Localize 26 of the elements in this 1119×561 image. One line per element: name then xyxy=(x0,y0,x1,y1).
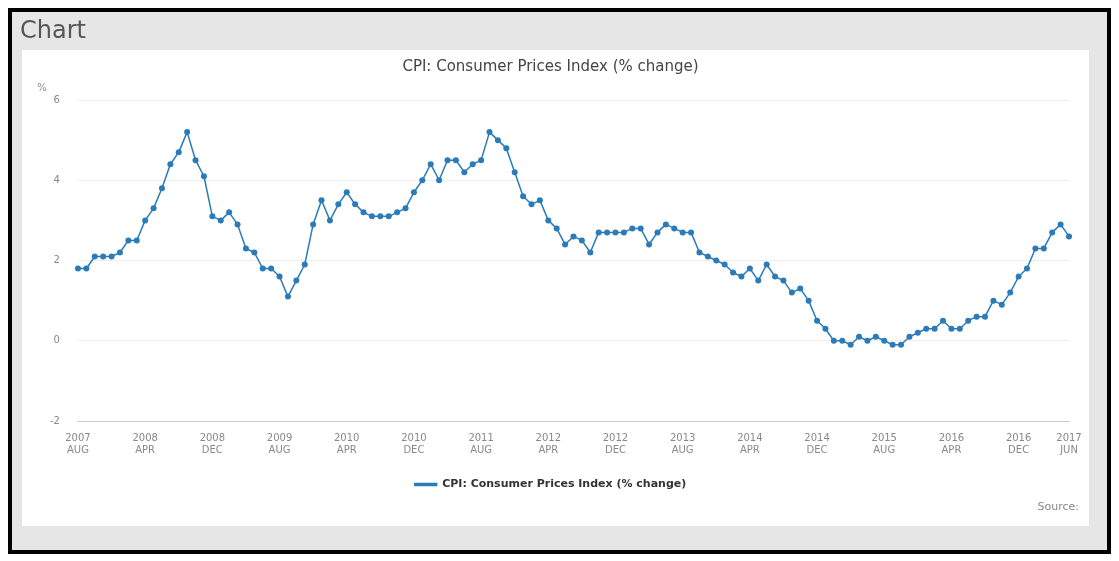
x-tick-label: 2014 APR xyxy=(737,431,763,455)
x-tick-label: 2008 APR xyxy=(132,431,158,455)
y-tick-label: 6 xyxy=(53,93,60,105)
y-tick-label: -2 xyxy=(49,414,60,426)
x-tick-label: 2010 DEC xyxy=(401,431,427,455)
x-tick-label: 2012 DEC xyxy=(602,431,629,455)
text: Chart xyxy=(19,15,87,46)
source-note: Source: xyxy=(1036,500,1080,513)
chart-title: CPI: Consumer Prices Index (% change) xyxy=(402,56,699,75)
x-tick-label: 2008 DEC xyxy=(199,431,226,455)
x-tick-label: 2011 AUG xyxy=(468,431,494,455)
x-tick-label: 2009 AUG xyxy=(266,431,293,455)
y-axis-title: % xyxy=(37,81,47,93)
x-tick-label: 2007 AUG xyxy=(65,431,91,455)
y-tick-label: 0 xyxy=(53,334,60,346)
x-tick-label: 2017 JUN xyxy=(1056,431,1082,455)
y-tick-label: 4 xyxy=(53,173,60,185)
x-tick-label: 2010 APR xyxy=(334,431,360,455)
x-tick-label: 2013 AUG xyxy=(669,431,696,455)
x-tick-label: 2012 APR xyxy=(535,431,562,455)
x-tick-label: 2016 APR xyxy=(938,431,965,455)
legend-label: CPI: Consumer Prices Index (% change) xyxy=(442,477,687,491)
x-tick-label: 2016 DEC xyxy=(1005,431,1032,455)
y-tick-label: 2 xyxy=(53,254,60,266)
x-tick-label: 2014 DEC xyxy=(804,431,830,455)
x-tick-label: 2015 AUG xyxy=(871,431,897,455)
